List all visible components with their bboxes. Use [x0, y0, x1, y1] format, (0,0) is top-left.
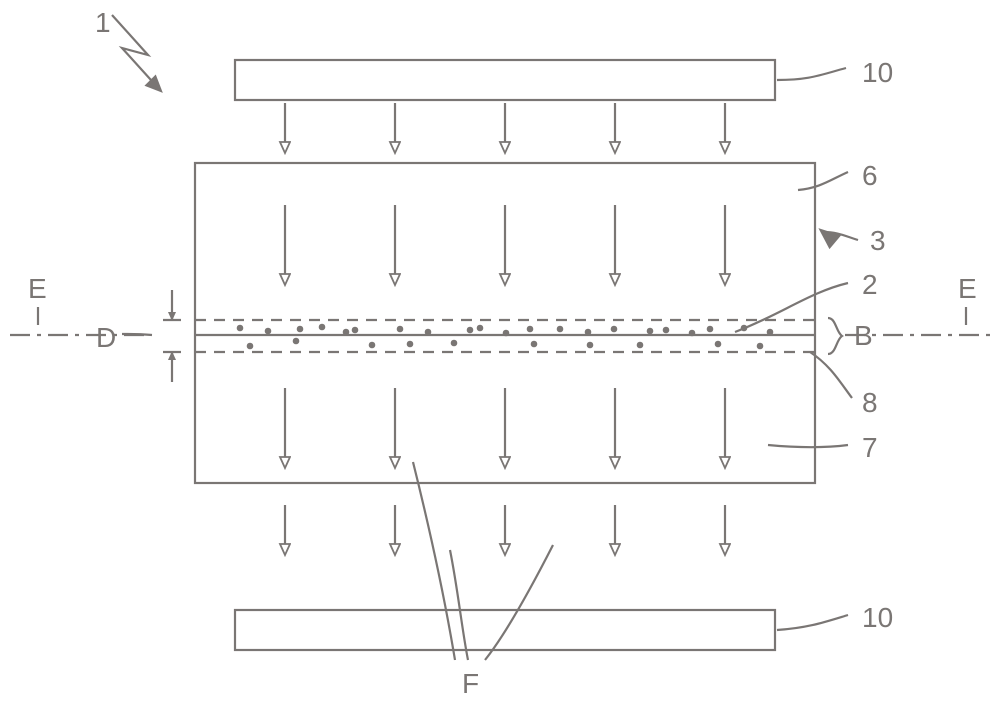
label-2: 2 [862, 269, 878, 300]
lead-to6 [798, 172, 848, 190]
flow-arrows-row-1 [285, 103, 725, 148]
label-10-bottom: 10 [862, 602, 893, 633]
flow-arrows-row-2 [285, 205, 725, 280]
flow-arrows-row-4 [285, 505, 725, 550]
lead-to7 [768, 445, 848, 447]
diagram-canvas: 1 10 6 3 2 8 7 10 D B E E F [0, 0, 1000, 706]
label-10-top: 10 [862, 57, 893, 88]
lead-to8 [810, 352, 852, 398]
label-6: 6 [862, 160, 878, 191]
label-1: 1 [95, 7, 111, 38]
pointer-arrowhead-3 [813, 221, 841, 249]
label-b: B [854, 320, 873, 351]
label-e-left: E [28, 273, 47, 304]
label-d: D [96, 322, 116, 353]
label-8: 8 [862, 387, 878, 418]
label-e-right: E [958, 273, 977, 304]
label-3: 3 [870, 225, 886, 256]
brace-b [828, 318, 842, 354]
label-7: 7 [862, 432, 878, 463]
label-f: F [462, 668, 479, 699]
lead-to10top [777, 68, 846, 80]
lead-toD [122, 334, 152, 335]
particle-dots [237, 324, 774, 350]
lead-toF_right [485, 545, 553, 660]
lead-to2 [735, 283, 848, 332]
top-electrode-bar [235, 60, 775, 100]
lead-toF_left [413, 462, 455, 660]
flow-arrows-row-3 [285, 388, 725, 463]
lead-to10bot [777, 615, 848, 630]
